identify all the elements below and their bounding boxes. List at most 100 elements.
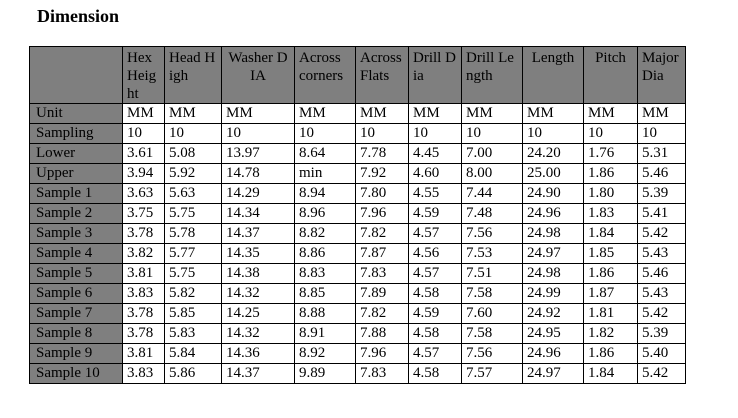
table-cell: 24.92: [522, 303, 584, 324]
table-cell: 8.00: [461, 163, 523, 184]
table-cell: 3.75: [122, 203, 165, 224]
column-header: Pitch: [583, 46, 638, 104]
table-cell: 7.83: [355, 363, 409, 384]
table-cell: 1.86: [583, 263, 638, 284]
table-cell: 5.75: [164, 203, 222, 224]
table-cell: 3.83: [122, 283, 165, 304]
table-cell: 1.87: [583, 283, 638, 304]
table-cell: 1.83: [583, 203, 638, 224]
table-cell: MM: [164, 103, 222, 124]
table-cell: 10: [221, 123, 295, 144]
table-cell: 14.32: [221, 283, 295, 304]
table-body: Unit MM MM MM MM MM MM MM MM MM MM Sampling 10 10 10 10…: [29, 103, 686, 384]
table-cell: 5.31: [637, 143, 686, 164]
table-cell: 4.60: [408, 163, 462, 184]
table-cell: 7.58: [461, 323, 523, 344]
table-cell: 5.84: [164, 343, 222, 364]
table-cell: 7.56: [461, 223, 523, 244]
table-row: Lower 3.61 5.08 13.97 8.64 7.78 4.45 7.00 24.20 1…: [29, 143, 686, 164]
table-cell: 14.25: [221, 303, 295, 324]
row-label-cell: Sample 10: [29, 363, 123, 384]
table-cell: 1.85: [583, 243, 638, 264]
table-cell: 10: [583, 123, 638, 144]
table-cell: 5.42: [637, 303, 686, 324]
row-label-cell: Sample 7: [29, 303, 123, 324]
table-cell: 1.81: [583, 303, 638, 324]
table-cell: 8.88: [294, 303, 356, 324]
table-cell: MM: [221, 103, 295, 124]
table-cell: MM: [294, 103, 356, 124]
table-cell: 5.42: [637, 363, 686, 384]
table-cell: 3.78: [122, 303, 165, 324]
table-cell: 3.78: [122, 223, 165, 244]
table-cell: 24.20: [522, 143, 584, 164]
table-cell: 8.96: [294, 203, 356, 224]
table-cell: 3.83: [122, 363, 165, 384]
table-cell: MM: [408, 103, 462, 124]
row-label-cell: Unit: [29, 103, 123, 124]
table-cell: 24.97: [522, 363, 584, 384]
column-header: Hex Height: [122, 46, 165, 104]
table-cell: 7.58: [461, 283, 523, 304]
table-cell: 8.91: [294, 323, 356, 344]
table-cell: 7.87: [355, 243, 409, 264]
table-cell: 7.89: [355, 283, 409, 304]
column-header: Head High: [164, 46, 222, 104]
table-cell: 7.00: [461, 143, 523, 164]
table-cell: 10: [461, 123, 523, 144]
table-cell: 5.40: [637, 343, 686, 364]
table-row: Sample 10 3.83 5.86 14.37 9.89 7.83 4.58 7.57 24…: [29, 363, 686, 384]
table-cell: 1.82: [583, 323, 638, 344]
row-label-cell: Sample 3: [29, 223, 123, 244]
table-cell: 3.94: [122, 163, 165, 184]
table-cell: 3.63: [122, 183, 165, 204]
table-cell: 14.78: [221, 163, 295, 184]
table-cell: 10: [408, 123, 462, 144]
table-row: Unit MM MM MM MM MM MM MM MM MM MM: [29, 103, 686, 124]
column-header: Washer DIA: [221, 46, 295, 104]
table-cell: 24.96: [522, 343, 584, 364]
table-cell: 14.36: [221, 343, 295, 364]
table-row: Sample 6 3.83 5.82 14.32 8.85 7.89 4.58 7.58 24.…: [29, 283, 686, 304]
table-cell: 10: [294, 123, 356, 144]
table-row: Sample 5 3.81 5.75 14.38 8.83 7.83 4.57 7.51 24.…: [29, 263, 686, 284]
table-cell: 5.46: [637, 163, 686, 184]
table-cell: 24.96: [522, 203, 584, 224]
table-cell: 4.57: [408, 263, 462, 284]
table-cell: 5.08: [164, 143, 222, 164]
table-cell: 4.58: [408, 283, 462, 304]
table-cell: 7.80: [355, 183, 409, 204]
table-cell: 7.53: [461, 243, 523, 264]
table-cell: 24.90: [522, 183, 584, 204]
table-cell: 8.64: [294, 143, 356, 164]
table-cell: 8.92: [294, 343, 356, 364]
header-row: Hex Height Head High Washer DIA Across corn…: [29, 46, 686, 104]
table-row: Sample 4 3.82 5.77 14.35 8.86 7.87 4.56 7.53 24.…: [29, 243, 686, 264]
table-cell: 24.98: [522, 223, 584, 244]
row-label-cell: Lower: [29, 143, 123, 164]
table-cell: 1.86: [583, 163, 638, 184]
table-cell: 7.88: [355, 323, 409, 344]
table-cell: 10: [637, 123, 686, 144]
table-cell: 10: [122, 123, 165, 144]
table-cell: 14.38: [221, 263, 295, 284]
table-cell: 5.86: [164, 363, 222, 384]
table-cell: 14.37: [221, 223, 295, 244]
row-label-cell: Sampling: [29, 123, 123, 144]
table-cell: 7.78: [355, 143, 409, 164]
table-cell: 24.99: [522, 283, 584, 304]
table-row: Sample 2 3.75 5.75 14.34 8.96 7.96 4.59 7.48 24.…: [29, 203, 686, 224]
table-cell: 8.82: [294, 223, 356, 244]
table-cell: 5.43: [637, 243, 686, 264]
table-cell: 8.83: [294, 263, 356, 284]
table-cell: 4.45: [408, 143, 462, 164]
table-cell: 3.78: [122, 323, 165, 344]
table-cell: 5.42: [637, 223, 686, 244]
table-cell: 7.44: [461, 183, 523, 204]
table-cell: 24.97: [522, 243, 584, 264]
table-cell: 4.56: [408, 243, 462, 264]
table-cell: 7.96: [355, 203, 409, 224]
table-cell: 14.32: [221, 323, 295, 344]
row-label-cell: Sample 4: [29, 243, 123, 264]
table-cell: 4.58: [408, 323, 462, 344]
